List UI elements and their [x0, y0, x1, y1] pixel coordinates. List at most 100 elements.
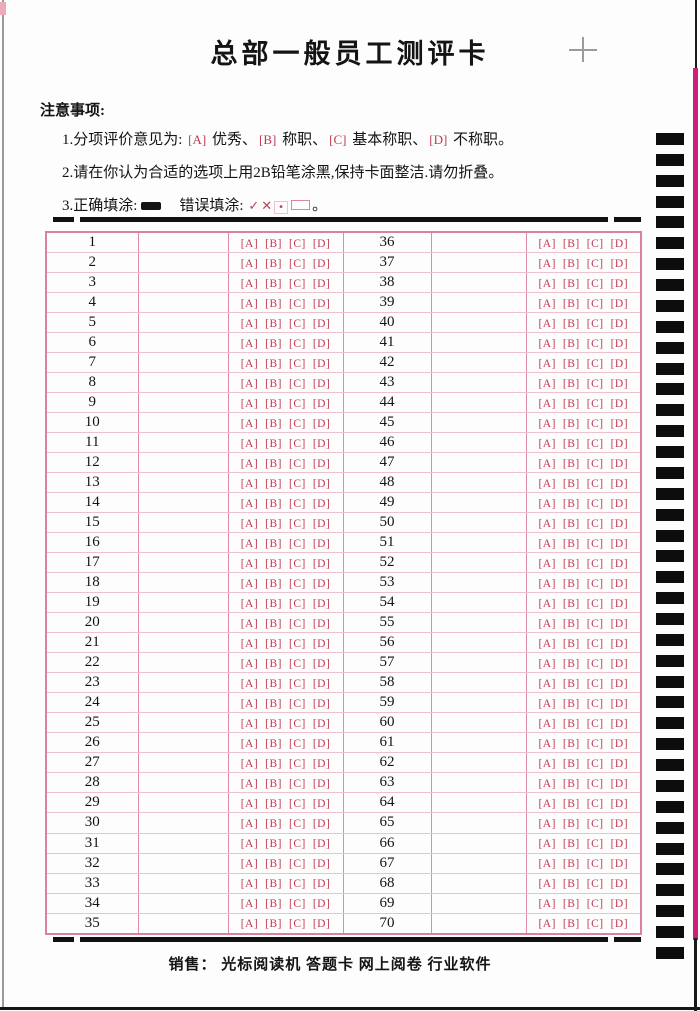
bubble-b[interactable]: [B]: [265, 357, 282, 370]
bubble-d[interactable]: [D]: [610, 257, 629, 270]
bubble-d[interactable]: [D]: [610, 477, 629, 490]
bubble-d[interactable]: [D]: [610, 617, 629, 630]
bubble-a[interactable]: [A]: [240, 317, 259, 330]
bubble-a[interactable]: [A]: [240, 737, 259, 750]
bubble-b[interactable]: [B]: [265, 797, 282, 810]
bubble-d[interactable]: [D]: [610, 317, 629, 330]
bubble-a[interactable]: [A]: [538, 337, 556, 350]
bubble-a[interactable]: [A]: [240, 477, 259, 490]
bubble-a[interactable]: [A]: [538, 297, 556, 310]
bubble-c[interactable]: [C]: [586, 858, 604, 871]
bubble-b[interactable]: [B]: [265, 397, 282, 410]
bubble-a[interactable]: [A]: [538, 397, 556, 410]
bubble-d[interactable]: [D]: [610, 717, 629, 730]
bubble-b[interactable]: [B]: [562, 517, 580, 530]
bubble-d[interactable]: [D]: [610, 677, 629, 690]
bubble-a[interactable]: [A]: [240, 858, 259, 871]
bubble-c[interactable]: [C]: [289, 357, 306, 370]
bubble-b[interactable]: [B]: [562, 557, 580, 570]
bubble-d[interactable]: [D]: [610, 297, 629, 310]
bubble-c[interactable]: [C]: [586, 237, 604, 250]
bubble-a[interactable]: [A]: [538, 517, 556, 530]
bubble-c[interactable]: [C]: [289, 617, 306, 630]
bubble-b[interactable]: [B]: [265, 757, 282, 770]
bubble-b[interactable]: [B]: [562, 477, 580, 490]
bubble-b[interactable]: [B]: [265, 737, 282, 750]
bubble-b[interactable]: [B]: [562, 237, 580, 250]
bubble-b[interactable]: [B]: [562, 898, 580, 911]
bubble-a[interactable]: [A]: [538, 257, 556, 270]
bubble-d[interactable]: [D]: [312, 878, 331, 891]
bubble-a[interactable]: [A]: [538, 457, 556, 470]
bubble-c[interactable]: [C]: [586, 817, 604, 830]
bubble-a[interactable]: [A]: [538, 677, 556, 690]
bubble-a[interactable]: [A]: [538, 838, 556, 850]
bubble-a[interactable]: [A]: [240, 697, 259, 710]
bubble-a[interactable]: [A]: [240, 677, 259, 690]
bubble-a[interactable]: [A]: [538, 557, 556, 570]
bubble-b[interactable]: [B]: [562, 657, 580, 670]
bubble-d[interactable]: [D]: [312, 838, 331, 850]
bubble-c[interactable]: [C]: [289, 237, 306, 250]
bubble-b[interactable]: [B]: [265, 898, 282, 911]
bubble-d[interactable]: [D]: [610, 878, 629, 891]
bubble-c[interactable]: [C]: [586, 557, 604, 570]
bubble-d[interactable]: [D]: [610, 437, 629, 450]
bubble-c[interactable]: [C]: [586, 657, 604, 670]
bubble-c[interactable]: [C]: [289, 577, 306, 590]
bubble-a[interactable]: [A]: [240, 597, 259, 610]
bubble-d[interactable]: [D]: [610, 657, 629, 670]
bubble-a[interactable]: [A]: [240, 337, 259, 350]
bubble-b[interactable]: [B]: [562, 417, 580, 430]
bubble-c[interactable]: [C]: [289, 817, 306, 830]
bubble-b[interactable]: [B]: [265, 497, 282, 510]
bubble-b[interactable]: [B]: [265, 277, 282, 290]
bubble-a[interactable]: [A]: [240, 617, 259, 630]
bubble-d[interactable]: [D]: [312, 557, 331, 570]
bubble-d[interactable]: [D]: [610, 898, 629, 911]
bubble-c[interactable]: [C]: [586, 637, 604, 650]
bubble-c[interactable]: [C]: [586, 377, 604, 390]
bubble-d[interactable]: [D]: [312, 898, 331, 911]
bubble-a[interactable]: [A]: [240, 838, 259, 850]
bubble-a[interactable]: [A]: [538, 377, 556, 390]
bubble-d[interactable]: [D]: [312, 397, 331, 410]
bubble-b[interactable]: [B]: [562, 797, 580, 810]
bubble-d[interactable]: [D]: [312, 858, 331, 871]
bubble-b[interactable]: [B]: [562, 257, 580, 270]
bubble-b[interactable]: [B]: [562, 357, 580, 370]
bubble-a[interactable]: [A]: [538, 737, 556, 750]
bubble-c[interactable]: [C]: [289, 757, 306, 770]
bubble-c[interactable]: [C]: [586, 918, 604, 931]
bubble-c[interactable]: [C]: [289, 918, 306, 931]
bubble-d[interactable]: [D]: [312, 417, 331, 430]
bubble-c[interactable]: [C]: [586, 878, 604, 891]
bubble-d[interactable]: [D]: [312, 477, 331, 490]
bubble-c[interactable]: [C]: [586, 517, 604, 530]
bubble-c[interactable]: [C]: [586, 757, 604, 770]
bubble-d[interactable]: [D]: [610, 497, 629, 510]
bubble-d[interactable]: [D]: [610, 838, 629, 850]
bubble-b[interactable]: [B]: [265, 878, 282, 891]
bubble-a[interactable]: [A]: [538, 237, 556, 250]
bubble-b[interactable]: [B]: [562, 377, 580, 390]
bubble-c[interactable]: [C]: [289, 878, 306, 891]
bubble-b[interactable]: [B]: [265, 517, 282, 530]
bubble-b[interactable]: [B]: [562, 397, 580, 410]
bubble-c[interactable]: [C]: [289, 677, 306, 690]
bubble-b[interactable]: [B]: [562, 838, 580, 850]
bubble-c[interactable]: [C]: [586, 797, 604, 810]
bubble-c[interactable]: [C]: [289, 277, 306, 290]
bubble-d[interactable]: [D]: [312, 337, 331, 350]
bubble-b[interactable]: [B]: [265, 297, 282, 310]
bubble-a[interactable]: [A]: [538, 898, 556, 911]
bubble-c[interactable]: [C]: [289, 657, 306, 670]
bubble-c[interactable]: [C]: [289, 377, 306, 390]
bubble-d[interactable]: [D]: [610, 858, 629, 871]
bubble-b[interactable]: [B]: [562, 277, 580, 290]
bubble-d[interactable]: [D]: [312, 457, 331, 470]
bubble-d[interactable]: [D]: [312, 497, 331, 510]
bubble-b[interactable]: [B]: [265, 457, 282, 470]
bubble-c[interactable]: [C]: [289, 737, 306, 750]
bubble-c[interactable]: [C]: [289, 497, 306, 510]
